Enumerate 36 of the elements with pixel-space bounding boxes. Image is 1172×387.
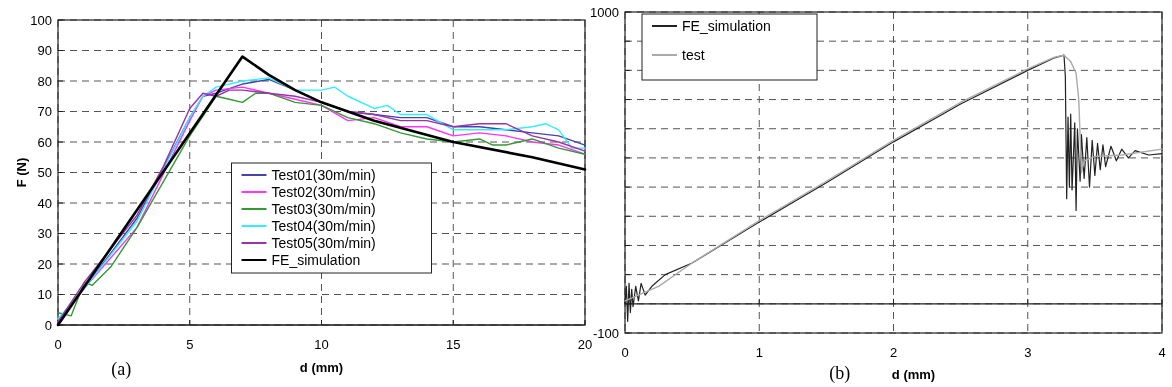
legend-label: Test04(30m/min) (271, 217, 376, 234)
x-tick-label: 20 (577, 337, 593, 352)
y-tick-label: 50 (37, 165, 52, 181)
y-tick-label: 70 (37, 104, 52, 120)
x-tick-label: 4 (1158, 345, 1166, 360)
x-tick-label: 2 (889, 345, 898, 360)
x-tick-label: 5 (186, 337, 194, 352)
text: (a) (111, 359, 132, 380)
x-axis-title: d (mm) (891, 367, 936, 382)
y-tick-label: 100 (30, 12, 52, 28)
legend-label: FE_simulation (271, 251, 361, 268)
y-tick-label: 0 (44, 317, 52, 333)
y-tick-label: 20 (37, 256, 52, 272)
y-tick-label: -100 (592, 325, 619, 341)
x-tick-label: 15 (446, 337, 461, 352)
legend-label: Test05(30m/min) (271, 234, 376, 251)
legend-label: FE_simulation (682, 17, 771, 34)
y-tick-label: 1000 (590, 4, 619, 20)
y-tick-label: 30 (37, 226, 52, 242)
y-tick-label: 80 (37, 73, 52, 89)
x-tick-label: 10 (314, 337, 329, 352)
x-axis-title: d (mm) (299, 360, 344, 375)
legend-label: Test02(30m/min) (271, 183, 376, 200)
y-tick-label: 90 (37, 43, 52, 59)
y-tick-label: 40 (37, 195, 52, 211)
legend-label: Test03(30m/min) (271, 200, 376, 217)
y-tick-label: 60 (37, 134, 52, 150)
legend-label: test (682, 46, 705, 63)
x-tick-label: 3 (1024, 345, 1032, 360)
x-tick-label: 0 (621, 345, 629, 360)
legend-label: Test01(30m/min) (271, 166, 376, 183)
y-tick-label: 10 (37, 287, 52, 303)
y-axis-title: F (N) (14, 157, 29, 188)
text: (b) (829, 363, 851, 384)
x-tick-label: 1 (755, 345, 763, 360)
x-tick-label: 0 (54, 337, 62, 352)
